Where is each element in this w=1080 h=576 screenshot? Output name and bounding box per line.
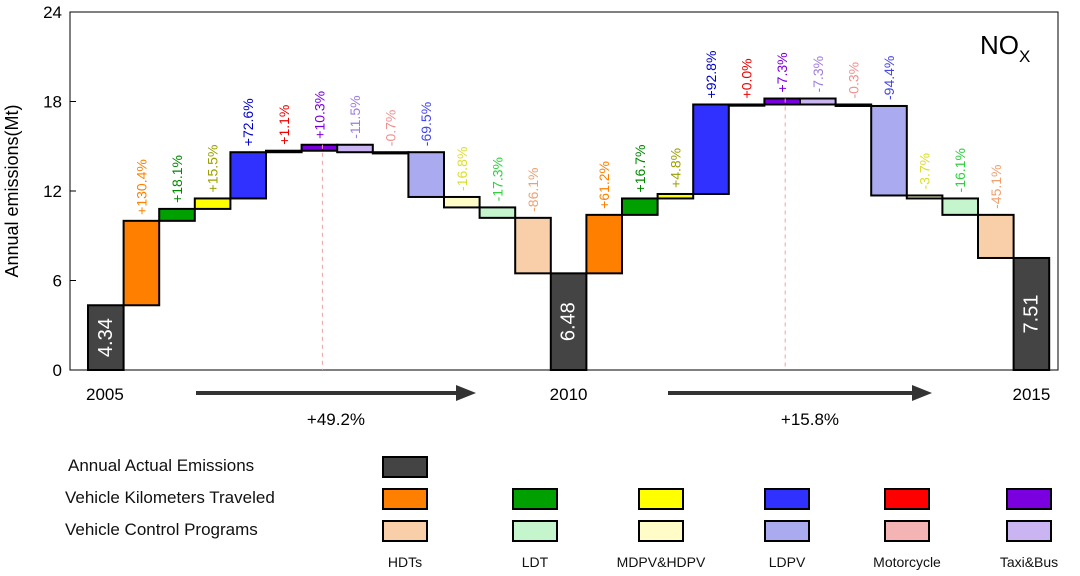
legend-category-label: Motorcycle — [873, 554, 941, 570]
control-bar-ldt-label: -17.3% — [489, 157, 505, 201]
vkt-bar-taxi-bus-label: +7.3% — [774, 52, 790, 92]
legend-category-label: LDPV — [768, 554, 806, 570]
period-arrowhead — [456, 385, 476, 401]
control-bar-taxi-bus — [336, 143, 374, 154]
year-label-2010: 2010 — [550, 385, 588, 404]
vkt-bar-ldpv — [692, 103, 730, 195]
control-bar-hdts — [514, 216, 552, 275]
actual-bar-2005-label: 4.34 — [95, 318, 117, 357]
legend-row-label: Vehicle Control Programs — [65, 520, 258, 539]
vkt-bar-motorcycle — [727, 103, 766, 107]
legend-swatch-control-hdts — [382, 520, 428, 542]
period-arrowhead — [912, 385, 932, 401]
y-tick-label: 0 — [53, 361, 62, 380]
control-bar-ldpv-label: -69.5% — [418, 102, 434, 146]
legend-swatch-control-taxi-bus — [1006, 520, 1052, 542]
control-bar-mdpv-hdpv-label: -3.7% — [917, 153, 933, 190]
control-bar-motorcycle — [371, 151, 410, 155]
legend-swatch-control-motorcycle — [884, 520, 930, 542]
legend-swatch-control-mdpv-hdpv — [638, 520, 684, 542]
legend-category-label: Taxi&Bus — [999, 554, 1059, 570]
control-bar-taxi-bus-label: -11.5% — [347, 95, 363, 138]
control-bar-mdpv-hdpv-label: -16.8% — [454, 147, 470, 191]
control-bar-ldpv — [407, 151, 445, 198]
vkt-bar-motorcycle — [265, 149, 303, 154]
actual-bar-2010 — [549, 272, 588, 371]
y-axis-label: Annual emissions(Mt) — [2, 104, 22, 277]
legend-swatch-control-ldt — [512, 520, 558, 542]
vkt-bar-hdts-label: +61.2% — [596, 161, 612, 209]
legend-category-label: HDTs — [387, 554, 423, 570]
vkt-bar-hdts — [585, 213, 624, 275]
legend-category-label: LDT — [521, 554, 549, 570]
year-label-2015: 2015 — [1012, 385, 1050, 404]
y-tick-label: 24 — [43, 3, 62, 22]
control-bar-taxi-bus — [799, 97, 837, 106]
vkt-bar-taxi-bus — [763, 97, 802, 106]
control-bar-hdts-label: -86.1% — [525, 167, 541, 211]
legend-swatch-vkt-hdts — [382, 488, 428, 510]
pollutant-annotation: NOX — [980, 30, 1030, 66]
control-bar-hdts-label: -45.1% — [988, 165, 1004, 209]
legend-row-label: Annual Actual Emissions — [68, 456, 255, 475]
y-tick-label: 12 — [43, 182, 62, 201]
vkt-bar-ldpv — [229, 151, 267, 200]
legend-swatch-vkt-mdpv-hdpv — [638, 488, 684, 510]
control-bar-hdts — [977, 213, 1015, 259]
actual-bar-2015-label: 7.51 — [1020, 295, 1042, 334]
control-bar-ldt — [941, 197, 980, 216]
vkt-bar-mdpv-hdpv-label: +4.8% — [667, 148, 683, 188]
control-bar-mdpv-hdpv — [905, 194, 944, 200]
vkt-bar-mdpv-hdpv — [656, 192, 695, 200]
legend-swatch-vkt-ldpv — [764, 488, 810, 510]
actual-bar-2005 — [87, 304, 125, 371]
vkt-bar-mdpv-hdpv-label: +15.5% — [205, 145, 221, 193]
vkt-bar-ldt — [158, 207, 196, 222]
vkt-bar-hdts — [122, 219, 161, 307]
actual-bar-2010-label: 6.48 — [558, 302, 580, 341]
y-tick-label: 6 — [53, 272, 62, 291]
year-label-2005: 2005 — [86, 385, 124, 404]
control-bar-ldt-label: -16.1% — [952, 148, 968, 192]
vkt-bar-ldt-label: +18.1% — [169, 155, 185, 203]
control-bar-ldt — [478, 206, 517, 219]
legend-category-label: MDPV&HDPV — [616, 554, 706, 570]
legend-swatch-vkt-ldt — [512, 488, 558, 510]
control-bar-ldpv — [870, 104, 908, 197]
vkt-bar-ldpv-label: +92.8% — [703, 51, 719, 99]
control-bar-mdpv-hdpv — [443, 195, 481, 209]
legend-swatch-vkt-taxi-bus — [1006, 488, 1052, 510]
control-bar-motorcycle-label: -0.7% — [383, 110, 399, 147]
vkt-bar-motorcycle-label: +0.0% — [739, 58, 755, 98]
vkt-bar-ldt-label: +16.7% — [632, 145, 648, 193]
y-tick-label: 18 — [43, 93, 62, 112]
vkt-bar-mdpv-hdpv — [193, 197, 232, 210]
control-bar-motorcycle-label: -0.3% — [845, 62, 861, 99]
control-bar-taxi-bus-label: -7.3% — [810, 56, 826, 93]
legend-swatch-vkt-motorcycle — [884, 488, 930, 510]
vkt-bar-hdts-label: +130.4% — [133, 159, 149, 215]
legend-swatch-actual — [382, 456, 428, 478]
vkt-bar-motorcycle-label: +1.1% — [276, 105, 292, 145]
vkt-bar-taxi-bus-label: +10.3% — [311, 91, 327, 139]
control-bar-ldpv-label: -94.4% — [881, 56, 897, 100]
actual-bar-2015 — [1012, 256, 1051, 371]
legend-row-label: Vehicle Kilometers Traveled — [65, 488, 275, 507]
vkt-bar-ldpv-label: +72.6% — [240, 98, 256, 146]
vkt-bar-taxi-bus — [300, 143, 339, 152]
legend-swatch-control-ldpv — [764, 520, 810, 542]
period-change-label: +15.8% — [781, 410, 839, 429]
control-bar-motorcycle — [834, 103, 873, 107]
period-change-label: +49.2% — [307, 410, 365, 429]
vkt-bar-ldt — [621, 197, 659, 216]
